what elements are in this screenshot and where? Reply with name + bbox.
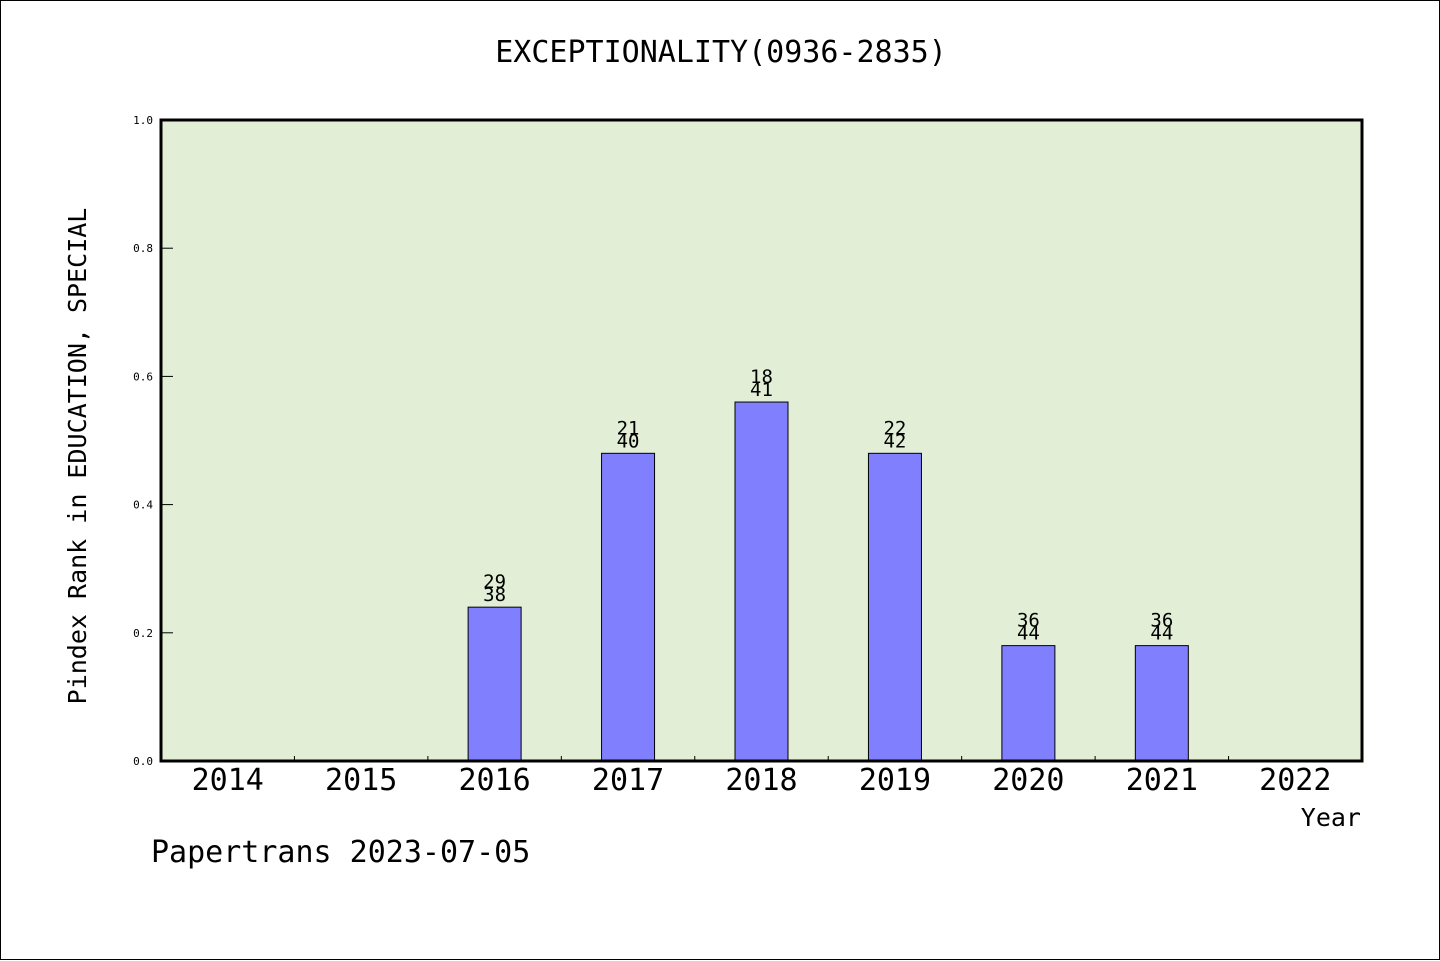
bar-label-top-2020: 36 bbox=[1017, 610, 1040, 632]
bar-label-bottom-2018: 41 bbox=[750, 379, 773, 401]
bar-2019 bbox=[867, 452, 922, 762]
x-tick-label-2019: 2019 bbox=[859, 763, 931, 798]
bar-label-bottom-2016: 38 bbox=[483, 584, 506, 606]
chart-title: EXCEPTIONALITY(0936-2835) bbox=[495, 35, 947, 70]
bar-2018 bbox=[734, 401, 789, 762]
bar-label-top-2016: 29 bbox=[483, 571, 506, 593]
footer-credit: Papertrans 2023-07-05 bbox=[151, 835, 531, 870]
bar-2021 bbox=[1134, 645, 1189, 762]
x-tick-label-2022: 2022 bbox=[1259, 763, 1331, 798]
bar-label-bottom-2020: 44 bbox=[1017, 623, 1040, 645]
bar-2017 bbox=[601, 452, 656, 762]
x-tick-label-2020: 2020 bbox=[992, 763, 1064, 798]
bars-group bbox=[467, 401, 1189, 762]
y-tick-label-0.0: 0.0 bbox=[133, 755, 153, 768]
y-axis-label: Pindex Rank in EDUCATION, SPECIAL bbox=[63, 208, 92, 705]
x-axis-label: Year bbox=[1301, 803, 1361, 832]
y-tick-label-1.0: 1.0 bbox=[133, 114, 153, 127]
plot-frame bbox=[159, 118, 1364, 763]
bar-label-bottom-2021: 44 bbox=[1150, 623, 1173, 645]
x-tick-label-2015: 2015 bbox=[325, 763, 397, 798]
y-tick-label-0.2: 0.2 bbox=[133, 627, 153, 640]
bar-label-top-2017: 21 bbox=[617, 417, 640, 439]
bar-label-top-2021: 36 bbox=[1150, 610, 1173, 632]
x-tick-label-2017: 2017 bbox=[592, 763, 664, 798]
y-axis: 0.0 0.2 0.4 0.6 0.8 1.0 bbox=[133, 114, 173, 768]
bar-label-bottom-2019: 42 bbox=[883, 430, 906, 452]
bar-2020 bbox=[1001, 645, 1056, 762]
y-tick-label-0.6: 0.6 bbox=[133, 370, 153, 383]
y-tick-label-0.4: 0.4 bbox=[133, 499, 153, 512]
x-tick-label-2018: 2018 bbox=[725, 763, 797, 798]
bar-label-bottom-2017: 40 bbox=[617, 430, 640, 452]
x-tick-label-2021: 2021 bbox=[1126, 763, 1198, 798]
x-tick-label-2016: 2016 bbox=[458, 763, 530, 798]
bar-label-top-2018: 18 bbox=[750, 366, 773, 388]
bar-label-top-2019: 22 bbox=[883, 417, 906, 439]
y-tick-label-0.8: 0.8 bbox=[133, 242, 153, 255]
bar-2016 bbox=[467, 606, 522, 762]
x-tick-label-2014: 2014 bbox=[192, 763, 264, 798]
x-axis: 2014 2015 2016 2017 2018 2019 2020 2021 2022 bbox=[192, 756, 1331, 798]
